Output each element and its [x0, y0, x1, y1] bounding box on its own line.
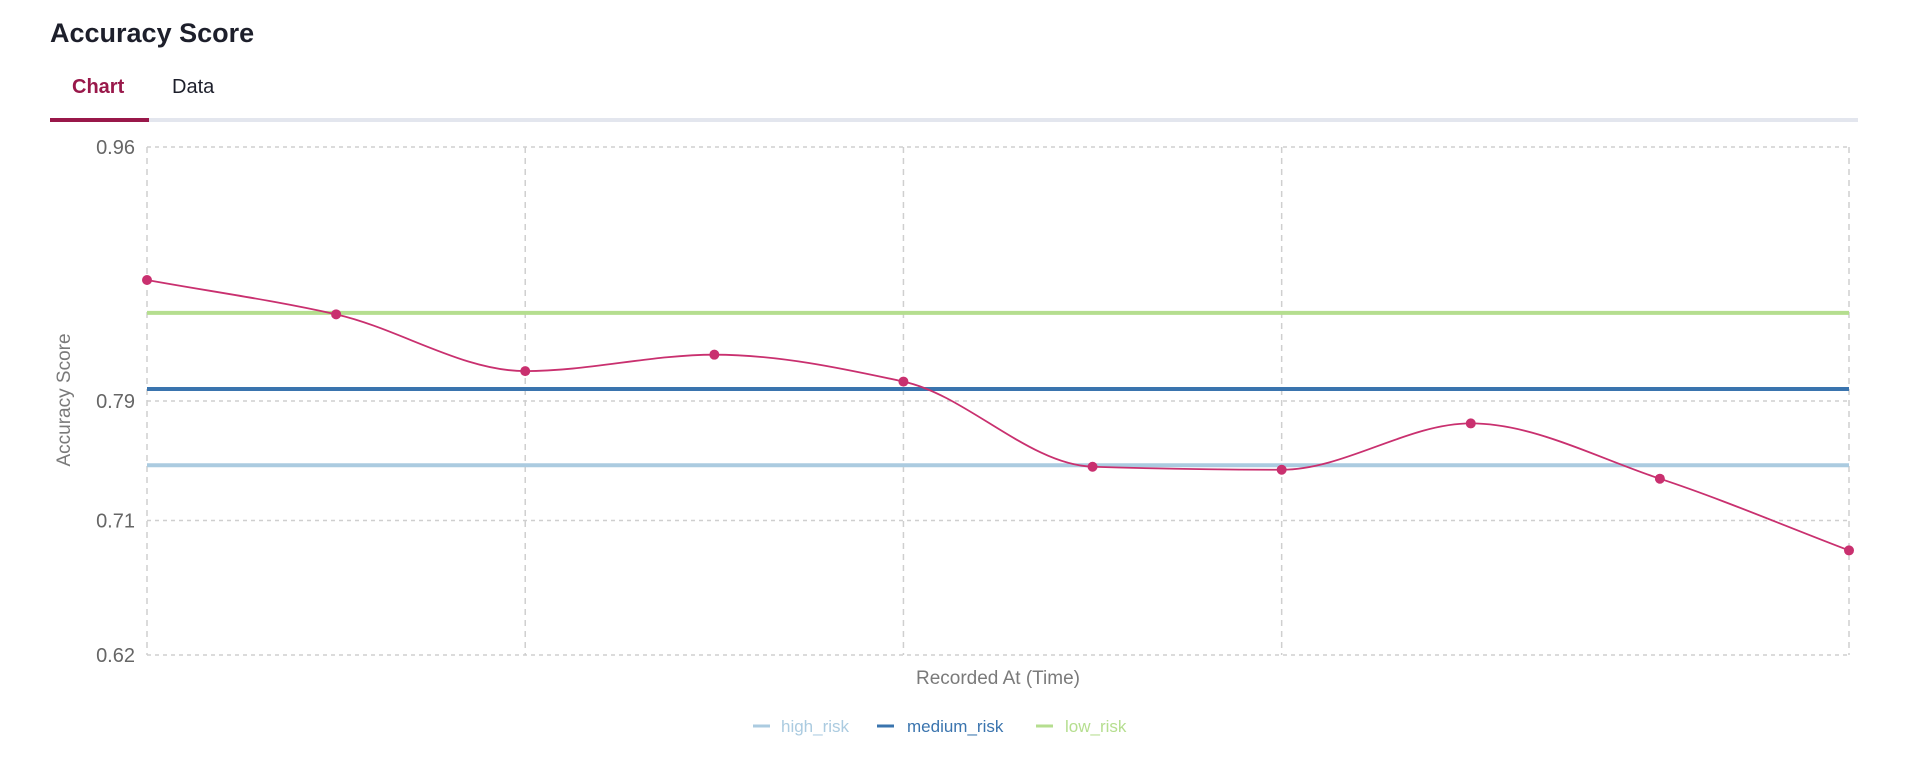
data-point	[709, 349, 720, 360]
legend-label-high-risk[interactable]: high_risk	[781, 717, 850, 736]
y-tick-label: 0.71	[96, 511, 135, 533]
data-point	[898, 376, 909, 387]
data-point	[1087, 461, 1098, 472]
data-point	[1276, 464, 1287, 475]
legend: high_risk medium_risk low_risk	[753, 717, 1127, 736]
threshold-lines	[147, 310, 1849, 468]
page-title: Accuracy Score	[50, 18, 255, 48]
y-tick-label: 0.79	[96, 391, 135, 413]
y-axis-title: Accuracy Score	[54, 333, 75, 466]
series	[142, 274, 1854, 556]
legend-label-medium-risk[interactable]: medium_risk	[907, 717, 1004, 736]
legend-label-low-risk[interactable]: low_risk	[1065, 717, 1127, 736]
y-tick-label: 0.96	[96, 137, 135, 159]
data-point	[331, 309, 342, 320]
data-point	[142, 274, 152, 285]
x-axis-title: Recorded At (Time)	[916, 668, 1080, 689]
tab-data[interactable]: Data	[172, 76, 215, 98]
grid	[146, 146, 1850, 656]
tab-bar: Chart Data	[50, 70, 1858, 122]
active-tab-indicator	[50, 118, 149, 122]
data-point	[1465, 418, 1476, 429]
y-axis-ticks: 0.96 0.79 0.71 0.62	[96, 137, 135, 667]
data-point	[1654, 473, 1665, 484]
accuracy-line	[146, 279, 1850, 552]
data-point	[1844, 545, 1854, 556]
y-tick-label: 0.62	[96, 645, 135, 667]
data-point	[520, 366, 531, 377]
tab-chart[interactable]: Chart	[72, 76, 125, 98]
